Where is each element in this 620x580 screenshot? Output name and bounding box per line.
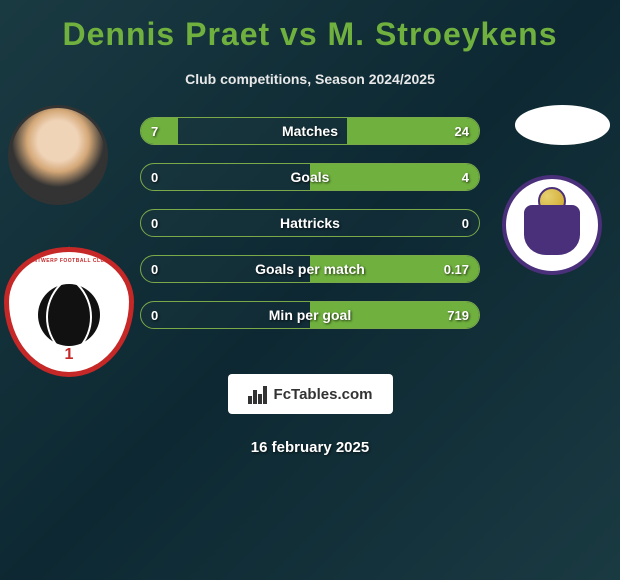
antwerp-badge: ♛ ANTWERP FOOTBALL CLUB 1 [4, 247, 134, 377]
player1-photo [8, 105, 108, 205]
player1-name: Dennis Praet [63, 16, 271, 52]
stat-value-left: 0 [151, 308, 158, 323]
anderlecht-badge [502, 175, 602, 275]
stat-label: Goals [291, 169, 330, 185]
stat-value-left: 0 [151, 170, 158, 185]
fctables-logo[interactable]: FcTables.com [228, 374, 393, 414]
player2-name: M. Stroeykens [328, 16, 558, 52]
club-badge-left: ♛ ANTWERP FOOTBALL CLUB 1 [4, 247, 134, 377]
stat-value-left: 0 [151, 262, 158, 277]
stat-fill-left [141, 118, 178, 144]
stat-value-right: 719 [447, 308, 469, 323]
stats-list: 7 Matches 24 0 Goals 4 0 Hattricks 0 0 Goals per m… [140, 117, 480, 329]
club-badge-right [502, 175, 602, 275]
date-text: 16 february 2025 [251, 439, 369, 456]
shield-icon [524, 205, 579, 256]
stat-value-left: 0 [151, 216, 158, 231]
stat-fill-right [310, 164, 479, 190]
stat-row: 0 Goals 4 [140, 163, 480, 191]
bar-chart-icon [248, 384, 270, 404]
stat-label: Min per goal [269, 307, 351, 323]
stat-row: 0 Min per goal 719 [140, 301, 480, 329]
badge-text-top: ANTWERP FOOTBALL CLUB [9, 258, 129, 264]
stat-value-right: 24 [455, 124, 469, 139]
subtitle: Club competitions, Season 2024/2025 [185, 71, 435, 87]
player2-photo [515, 105, 610, 145]
stat-row: 0 Goals per match 0.17 [140, 255, 480, 283]
stat-label: Goals per match [255, 261, 365, 277]
stat-label: Hattricks [280, 215, 340, 231]
stat-value-right: 0.17 [444, 262, 469, 277]
main-area: ♛ ANTWERP FOOTBALL CLUB 1 7Matches240Goa… [0, 117, 620, 329]
stat-value-right: 0 [462, 216, 469, 231]
stat-row: 7 Matches 24 [140, 117, 480, 145]
vs-text: vs [280, 16, 318, 52]
stat-value-left: 7 [151, 124, 158, 139]
stat-row: 0 Hattricks 0 [140, 209, 480, 237]
logo-text: FcTables.com [274, 386, 373, 403]
badge-number: 1 [9, 346, 129, 364]
comparison-card: Dennis Praet vs M. Stroeykens Club compe… [0, 0, 620, 466]
stat-label: Matches [282, 123, 338, 139]
page-title: Dennis Praet vs M. Stroeykens [63, 16, 558, 53]
football-icon [38, 284, 100, 346]
player1-face [11, 108, 105, 202]
stat-value-right: 4 [462, 170, 469, 185]
